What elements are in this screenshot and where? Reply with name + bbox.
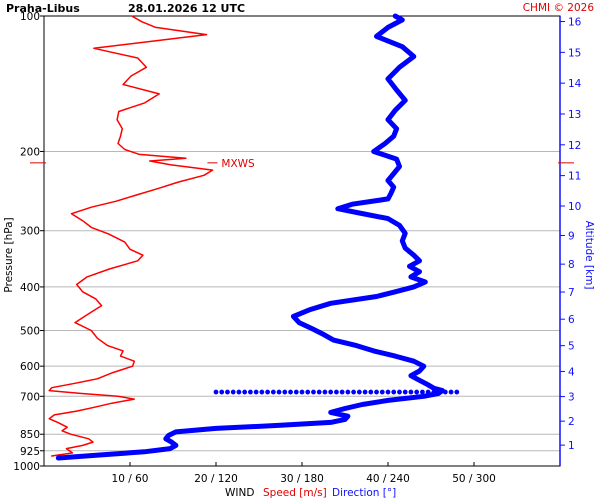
altitude-tick-label: 2	[568, 416, 575, 428]
wind-axis-title: WIND	[225, 487, 254, 499]
direction-jump-dot	[253, 389, 259, 395]
direction-jump-dot	[270, 389, 276, 395]
direction-jump-dot	[437, 389, 442, 395]
direction-jump-dot	[391, 389, 397, 395]
direction-jump-dot	[442, 389, 448, 395]
pressure-tick-label: 925	[20, 446, 40, 458]
direction-jump-dot	[242, 389, 248, 395]
pressure-tick-label: 400	[20, 282, 40, 294]
direction-jump-dot	[351, 389, 356, 395]
direction-jump-dot	[265, 389, 270, 395]
wind-speed-line	[48, 15, 214, 457]
direction-jump-dot	[397, 389, 402, 395]
direction-jump-dot	[311, 389, 316, 395]
pressure-tick-label: 1000	[13, 461, 40, 473]
direction-jump-dot	[425, 389, 431, 395]
direction-jump-dot	[316, 389, 322, 395]
altitude-tick-label: 1	[568, 440, 575, 452]
credit-text: CHMI © 2026	[523, 2, 595, 14]
altitude-tick-label: 16	[568, 17, 582, 29]
direction-jump-dot	[236, 389, 242, 395]
direction-jump-dot	[299, 389, 305, 395]
direction-jump-dot	[339, 389, 345, 395]
direction-axis-label: Direction [°]	[332, 487, 396, 499]
pressure-tick-label: 600	[20, 361, 40, 373]
altitude-tick-label: 9	[568, 230, 575, 242]
direction-jump-dot	[385, 389, 391, 395]
direction-jump-dot	[345, 389, 351, 395]
direction-jump-dot	[305, 389, 311, 395]
altitude-tick-label: 7	[568, 287, 575, 299]
direction-jump-dot	[368, 389, 374, 395]
altitude-tick-label: 10	[568, 201, 581, 213]
left-axis-label: Pressure [hPa]	[3, 217, 15, 292]
direction-jump-dot	[225, 389, 230, 395]
direction-jump-dot	[408, 389, 414, 395]
wind-tick-label: 50 / 300	[452, 473, 496, 485]
direction-jump-dot	[230, 389, 236, 395]
altitude-tick-label: 4	[568, 366, 575, 378]
direction-jump-dot	[248, 389, 253, 395]
altitude-tick-label: 6	[568, 314, 575, 326]
pressure-tick-label: 850	[20, 429, 40, 441]
altitude-tick-label: 14	[568, 78, 582, 90]
direction-jump-dot	[282, 389, 288, 395]
wind-tick-label: 30 / 180	[280, 473, 324, 485]
direction-jump-dot	[259, 389, 265, 395]
pressure-tick-label: 100	[20, 11, 40, 23]
pressure-tick-label: 700	[20, 391, 40, 403]
direction-jump-dot	[454, 389, 460, 395]
altitude-tick-label: 8	[568, 259, 575, 271]
wind-tick-label: 20 / 120	[194, 473, 238, 485]
direction-jump-dot	[356, 389, 362, 395]
wind-tick-label: 40 / 240	[366, 473, 410, 485]
direction-jump-dot	[213, 389, 219, 395]
direction-jump-dot	[379, 389, 385, 395]
direction-jump-dot	[402, 389, 408, 395]
direction-jump-dot	[288, 389, 293, 395]
pressure-tick-label: 500	[20, 326, 40, 338]
sounding-datetime: 28.01.2026 12 UTC	[128, 2, 245, 15]
right-axis-label: Altitude [km]	[583, 221, 595, 290]
wind-tick-label: 10 / 60	[112, 473, 149, 485]
speed-axis-label: Speed [m/s]	[263, 487, 327, 499]
direction-jump-dot	[431, 389, 437, 395]
altitude-tick-label: 3	[568, 392, 575, 404]
wind-direction-line	[55, 13, 445, 461]
altitude-tick-label: 12	[568, 140, 581, 152]
station-name: Praha-Libus	[6, 2, 80, 15]
wind-axis: 10 / 60 20 / 120 30 / 180 40 / 240 50 / 300	[112, 462, 496, 485]
direction-jump-dot	[448, 389, 454, 395]
direction-jump-dot	[374, 389, 379, 395]
pressure-axis: 100 200 300 400 500 600 700 850 925 1000	[13, 11, 44, 473]
data-series: MXWS	[30, 13, 574, 461]
pressure-tick-label: 200	[20, 146, 40, 158]
direction-jump-dot	[420, 389, 425, 395]
direction-jump-dot	[219, 389, 225, 395]
altitude-tick-label: 11	[568, 171, 581, 183]
altitude-tick-label: 13	[568, 109, 581, 121]
mxws-label: MXWS	[221, 158, 255, 170]
direction-jump-dot	[293, 389, 299, 395]
altitude-tick-label: 15	[568, 47, 581, 59]
direction-jump-dot	[276, 389, 282, 395]
altitude-tick-label: 5	[568, 341, 575, 353]
direction-jump-dot	[322, 389, 328, 395]
direction-jump-dot	[414, 389, 420, 395]
direction-jump-dot	[334, 389, 339, 395]
direction-jump-dot	[328, 389, 334, 395]
pressure-tick-label: 300	[20, 226, 40, 238]
direction-jump-dot	[362, 389, 368, 395]
